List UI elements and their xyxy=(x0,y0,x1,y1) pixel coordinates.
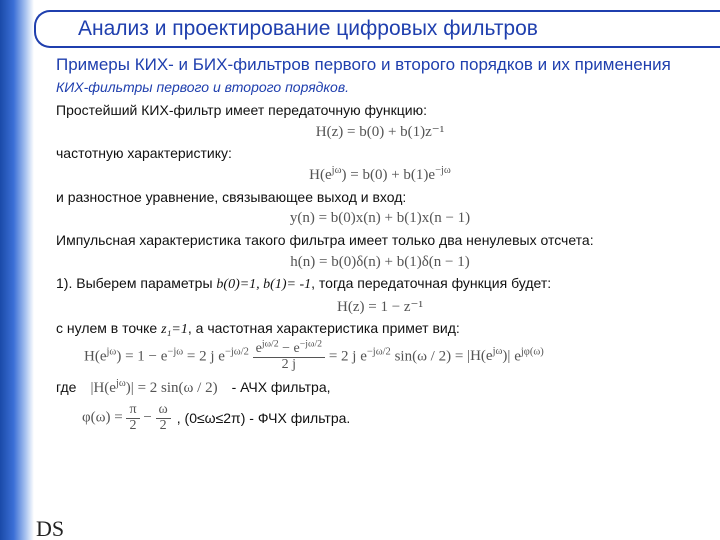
para-2: частотную характеристику: xyxy=(56,144,704,163)
mag-label: - АЧХ фильтра, xyxy=(232,378,331,397)
slide-footer-mark: DS xyxy=(36,516,64,540)
left-gradient-bar xyxy=(0,0,34,540)
phase-label: , (0≤ω≤2π) - ФЧХ фильтра. xyxy=(177,409,351,428)
para-6: с нулем в точке z₁=1, а частотная характ… xyxy=(56,319,704,340)
para-1: Простейший КИХ-фильтр имеет передаточную… xyxy=(56,101,704,120)
equation-3: y(n) = b(0)x(n) + b(1)x(n − 1) xyxy=(56,208,704,228)
section-heading: Примеры КИХ- и БИХ-фильтров первого и вт… xyxy=(56,54,704,76)
zero-point: z₁=1 xyxy=(161,322,188,337)
equation-5: H(z) = 1 − z⁻¹ xyxy=(56,297,704,317)
subheading: КИХ-фильтры первого и второго порядков. xyxy=(56,78,704,97)
slide-content: Анализ и проектирование цифровых фильтро… xyxy=(34,0,720,540)
para-5: 1). Выберем параметры b(0)=1, b(1)= -1, … xyxy=(56,274,704,295)
para-3: и разностное уравнение, связывающее выхо… xyxy=(56,188,704,207)
phase-row: φ(ω) = π2 − ω2 , (0≤ω≤2π) - ФЧХ фильтра. xyxy=(56,403,704,433)
magnitude-row: где H(ejω) = 2 sin(ω / 2) - АЧХ фильтра, xyxy=(56,376,704,399)
equation-4: h(n) = b(0)δ(n) + b(1)δ(n − 1) xyxy=(56,252,704,272)
para-4: Импульсная характеристика такого фильтра… xyxy=(56,231,704,250)
where-label: где xyxy=(56,378,76,397)
params-italic: b(0)=1, b(1)= -1 xyxy=(216,277,311,292)
equation-2: H(ejω) = b(0) + b(1)e−jω xyxy=(56,165,704,185)
equation-1: H(z) = b(0) + b(1)z⁻¹ xyxy=(56,122,704,142)
slide-title: Анализ и проектирование цифровых фильтро… xyxy=(34,10,720,48)
equation-6: H(ejω) = 1 − e−jω = 2 j e−jω/2 ejω/2 − e… xyxy=(56,342,704,372)
